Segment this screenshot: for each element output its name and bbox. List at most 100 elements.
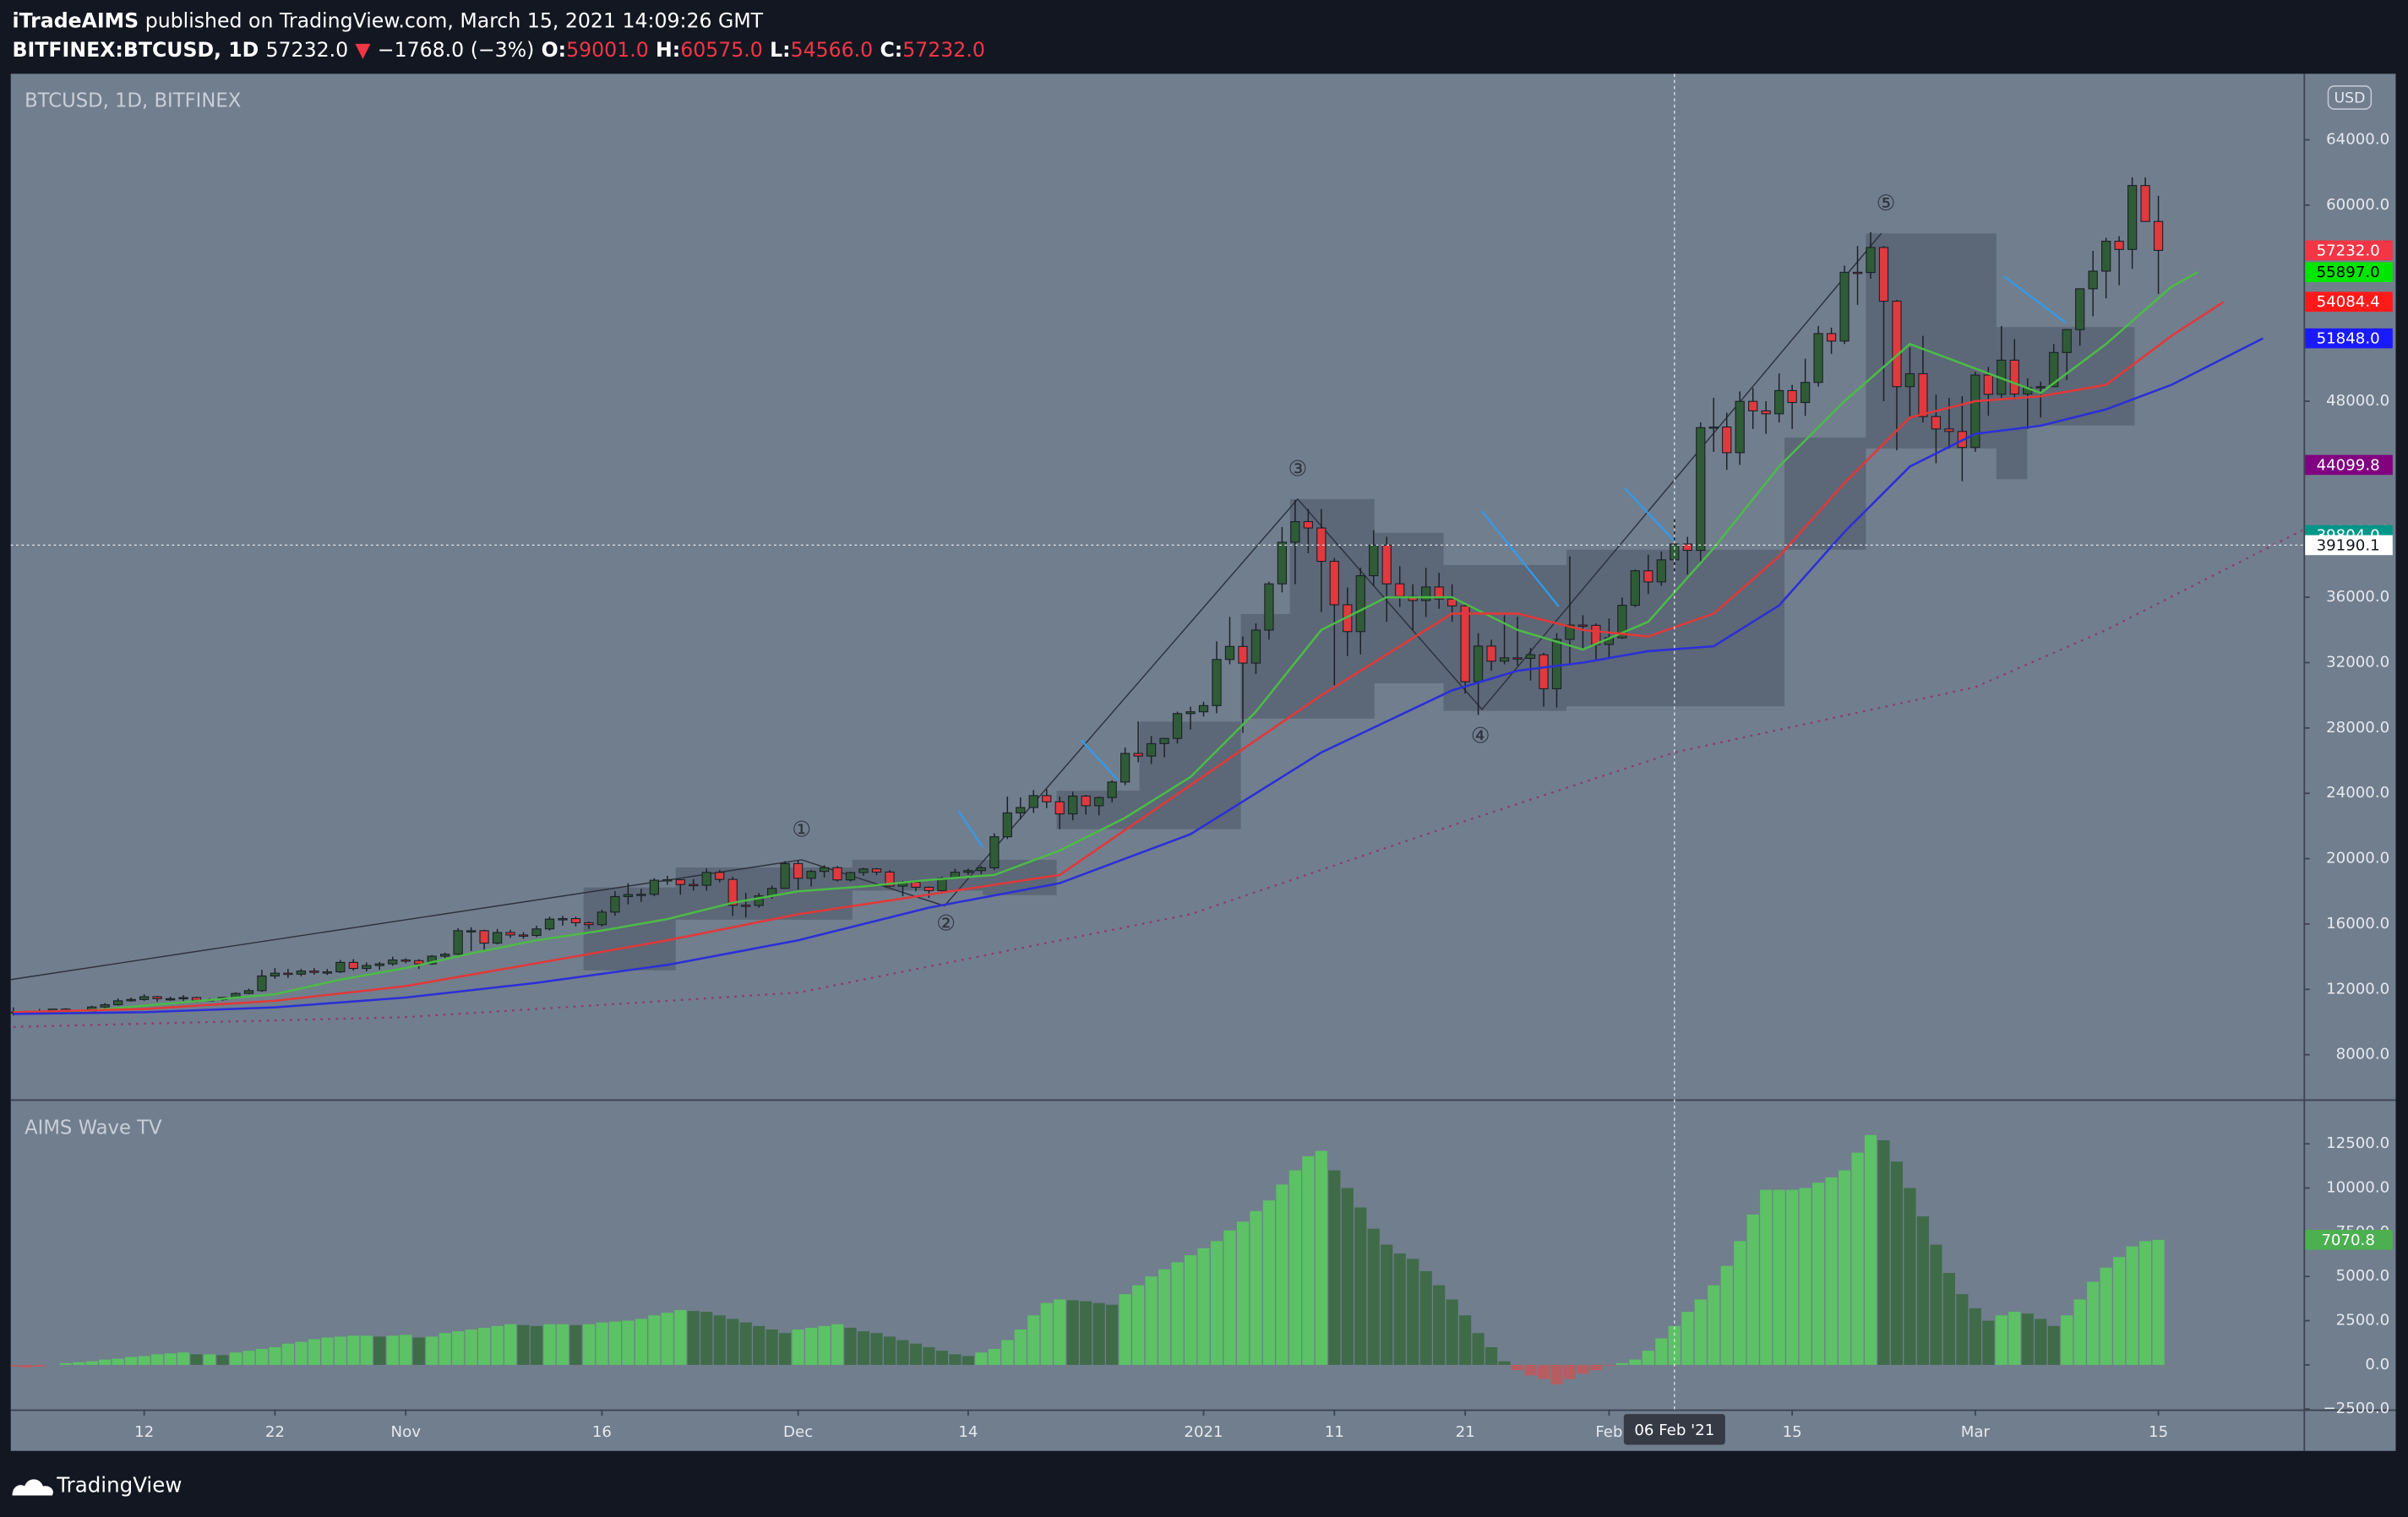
candle-body — [558, 918, 568, 921]
histogram-bar — [1040, 1302, 1053, 1365]
histogram-bar — [151, 1354, 164, 1365]
price-label: 57232.0 — [2317, 242, 2380, 259]
candle-body — [689, 884, 699, 887]
histogram-bar — [700, 1312, 713, 1365]
candle-body — [479, 930, 489, 944]
histogram-bar — [556, 1324, 569, 1365]
candle-body — [1238, 645, 1248, 664]
candle-body — [1473, 645, 1484, 682]
published: published on TradingView.com, March 15, … — [145, 8, 764, 32]
candle-body — [296, 971, 307, 975]
histogram-bar — [203, 1354, 216, 1365]
x-tick-label: 12 — [134, 1423, 154, 1441]
histogram-bar — [20, 1364, 33, 1368]
histogram-bar — [1969, 1308, 1981, 1365]
candle-body — [1329, 560, 1339, 606]
candle-body — [165, 998, 176, 1001]
candle-body — [2127, 185, 2138, 250]
histogram-bar — [713, 1315, 726, 1365]
candle-body — [845, 872, 856, 881]
candle-body — [518, 934, 529, 937]
candle-body — [1159, 737, 1169, 744]
last-value-bg — [2305, 1230, 2393, 1250]
histogram-bar — [1811, 1183, 1825, 1365]
histogram-bar — [1563, 1364, 1577, 1379]
candle-body — [662, 878, 673, 882]
candle-body — [911, 881, 921, 888]
y-tick-label: 8000.0 — [2336, 1046, 2390, 1063]
x-tick-label: Dec — [783, 1423, 813, 1441]
histogram-bar — [190, 1354, 203, 1365]
candle-body — [1682, 543, 1692, 552]
histogram-bar — [1276, 1184, 1288, 1365]
histogram-bar — [1890, 1161, 1904, 1365]
currency-button[interactable] — [2327, 85, 2373, 110]
candle-body — [1852, 271, 1863, 275]
x-tick-label: 2021 — [1184, 1423, 1223, 1441]
candle-body — [636, 894, 646, 896]
histogram-bar — [1589, 1364, 1603, 1371]
candle-body — [1016, 807, 1026, 813]
histogram-bar — [831, 1324, 844, 1365]
candle-body — [1918, 372, 1928, 417]
candle-body — [1499, 657, 1510, 662]
candle-body — [754, 895, 764, 906]
candle-body — [1670, 543, 1680, 561]
candle-body — [1970, 374, 1980, 449]
histogram-bar — [491, 1325, 504, 1365]
histogram-bar — [1511, 1364, 1524, 1371]
histogram-bar — [99, 1359, 112, 1365]
candle-body — [741, 905, 751, 907]
candle-body — [584, 922, 594, 926]
candle-body — [923, 886, 934, 892]
price-label-bg — [2305, 262, 2393, 283]
histogram-bar — [1001, 1340, 1014, 1365]
histogram-bar — [321, 1337, 334, 1365]
y-tick-label: 5000.0 — [2336, 1267, 2390, 1285]
histogram-bar — [1419, 1270, 1432, 1365]
currency-label[interactable]: USD — [2334, 90, 2366, 106]
x-tick-label: 11 — [1325, 1423, 1344, 1441]
candle-body — [1904, 372, 1915, 388]
candle-body — [1617, 605, 1627, 639]
x-tick-label: Nov — [391, 1423, 422, 1441]
y-tick-label: 0.0 — [2365, 1356, 2389, 1373]
wave-box — [1784, 438, 1866, 550]
price-label: 44099.8 — [2317, 456, 2380, 474]
price-label-bg — [2305, 328, 2393, 349]
histogram-bar — [33, 1364, 46, 1367]
price-label: 51848.0 — [2317, 329, 2380, 347]
histogram-bar — [870, 1333, 883, 1365]
wave-label: ② — [936, 910, 956, 935]
y-tick-label: 2500.0 — [2336, 1312, 2390, 1329]
histogram-bar — [1485, 1346, 1498, 1365]
histogram-bar — [909, 1343, 923, 1365]
candle-body — [1486, 645, 1496, 662]
histogram-bar — [255, 1349, 269, 1365]
candle-body — [139, 996, 150, 1000]
candle-body — [2049, 351, 2059, 388]
histogram-bar — [1681, 1312, 1694, 1365]
histogram-bar — [1982, 1320, 1995, 1365]
candle-body — [1761, 410, 1771, 415]
candle-body — [1735, 400, 1745, 454]
histogram-bar — [2008, 1312, 2021, 1365]
histogram-bar — [1498, 1361, 1511, 1365]
histogram-bar — [400, 1335, 412, 1365]
candle-body — [1146, 742, 1157, 757]
candle-body — [675, 878, 685, 885]
histogram-bar — [1916, 1216, 1930, 1365]
x-tick-label: 22 — [265, 1423, 285, 1441]
histogram-bar — [112, 1358, 124, 1365]
ohlc-value: 60575.0 — [680, 38, 763, 62]
histogram-bar — [452, 1331, 465, 1365]
candle-body — [2009, 359, 2019, 395]
histogram-bar — [1027, 1315, 1040, 1365]
histogram-bar — [608, 1321, 621, 1365]
ohlc-key: H: — [656, 38, 680, 62]
last-price: 57232.0 — [266, 38, 349, 62]
candle-body — [1826, 333, 1837, 342]
candle-body — [597, 911, 607, 926]
histogram-bar — [1066, 1300, 1079, 1365]
